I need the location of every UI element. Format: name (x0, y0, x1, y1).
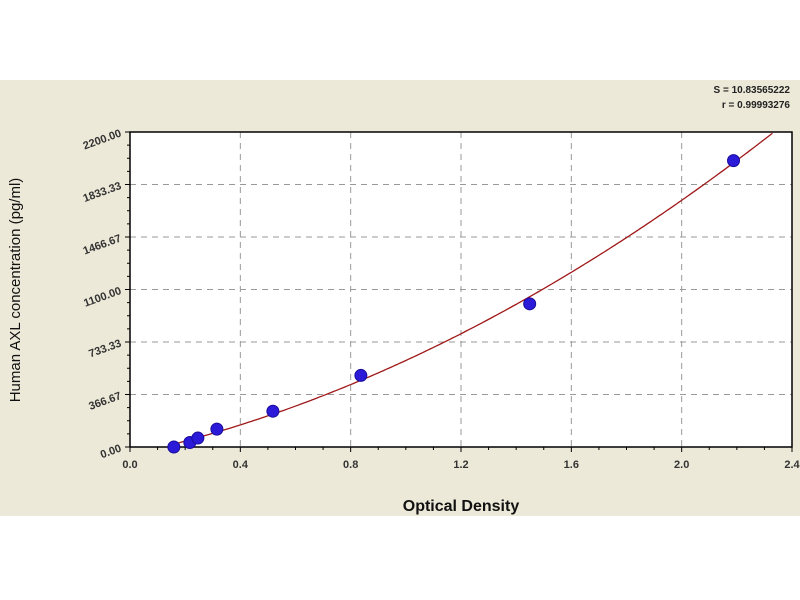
fit-stat-s: S = 10.83565222 (714, 85, 791, 96)
y-tick-label: 1833.33 (82, 180, 123, 205)
data-point (210, 422, 224, 436)
data-point (266, 404, 280, 418)
data-point (191, 431, 205, 445)
x-tick-label: 2.0 (674, 459, 689, 471)
y-tick-label: 0.00 (99, 443, 123, 462)
y-tick-label: 733.33 (87, 338, 123, 361)
y-tick-label: 366.67 (87, 390, 123, 413)
x-tick-label: 1.6 (564, 459, 579, 471)
data-point (727, 154, 741, 168)
x-axis-label: Optical Density (403, 498, 520, 515)
y-tick-label: 1100.00 (82, 285, 123, 310)
x-tick-label: 0.8 (343, 459, 358, 471)
data-point (167, 440, 181, 454)
x-tick-label: 2.4 (784, 459, 800, 471)
data-point (354, 368, 368, 382)
data-point (523, 297, 537, 311)
y-tick-label: 2200.00 (82, 128, 123, 153)
fit-stat-r: r = 0.99993276 (722, 100, 791, 111)
y-axis-label: Human AXL concentration (pg/ml) (7, 178, 24, 403)
x-tick-label: 1.2 (453, 459, 468, 471)
x-tick-label: 0.0 (122, 459, 137, 471)
x-tick-label: 0.4 (233, 459, 249, 471)
y-tick-label: 1466.67 (82, 233, 123, 258)
